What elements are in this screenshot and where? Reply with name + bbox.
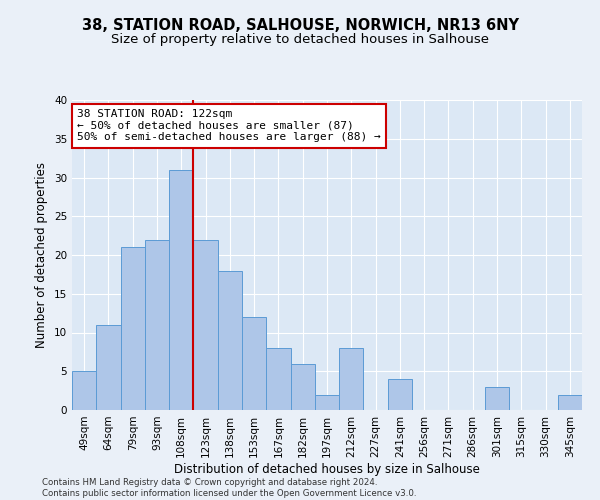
Bar: [485, 387, 509, 410]
Bar: [193, 240, 218, 410]
Text: 38 STATION ROAD: 122sqm
← 50% of detached houses are smaller (87)
50% of semi-de: 38 STATION ROAD: 122sqm ← 50% of detache…: [77, 110, 381, 142]
Text: Contains HM Land Registry data © Crown copyright and database right 2024.
Contai: Contains HM Land Registry data © Crown c…: [42, 478, 416, 498]
Bar: [339, 348, 364, 410]
Bar: [145, 240, 169, 410]
Bar: [315, 394, 339, 410]
X-axis label: Distribution of detached houses by size in Salhouse: Distribution of detached houses by size …: [174, 462, 480, 475]
Bar: [218, 270, 242, 410]
Bar: [242, 317, 266, 410]
Bar: [388, 379, 412, 410]
Text: Size of property relative to detached houses in Salhouse: Size of property relative to detached ho…: [111, 32, 489, 46]
Y-axis label: Number of detached properties: Number of detached properties: [35, 162, 49, 348]
Bar: [558, 394, 582, 410]
Bar: [290, 364, 315, 410]
Bar: [266, 348, 290, 410]
Text: 38, STATION ROAD, SALHOUSE, NORWICH, NR13 6NY: 38, STATION ROAD, SALHOUSE, NORWICH, NR1…: [82, 18, 518, 32]
Bar: [96, 325, 121, 410]
Bar: [121, 247, 145, 410]
Bar: [169, 170, 193, 410]
Bar: [72, 371, 96, 410]
